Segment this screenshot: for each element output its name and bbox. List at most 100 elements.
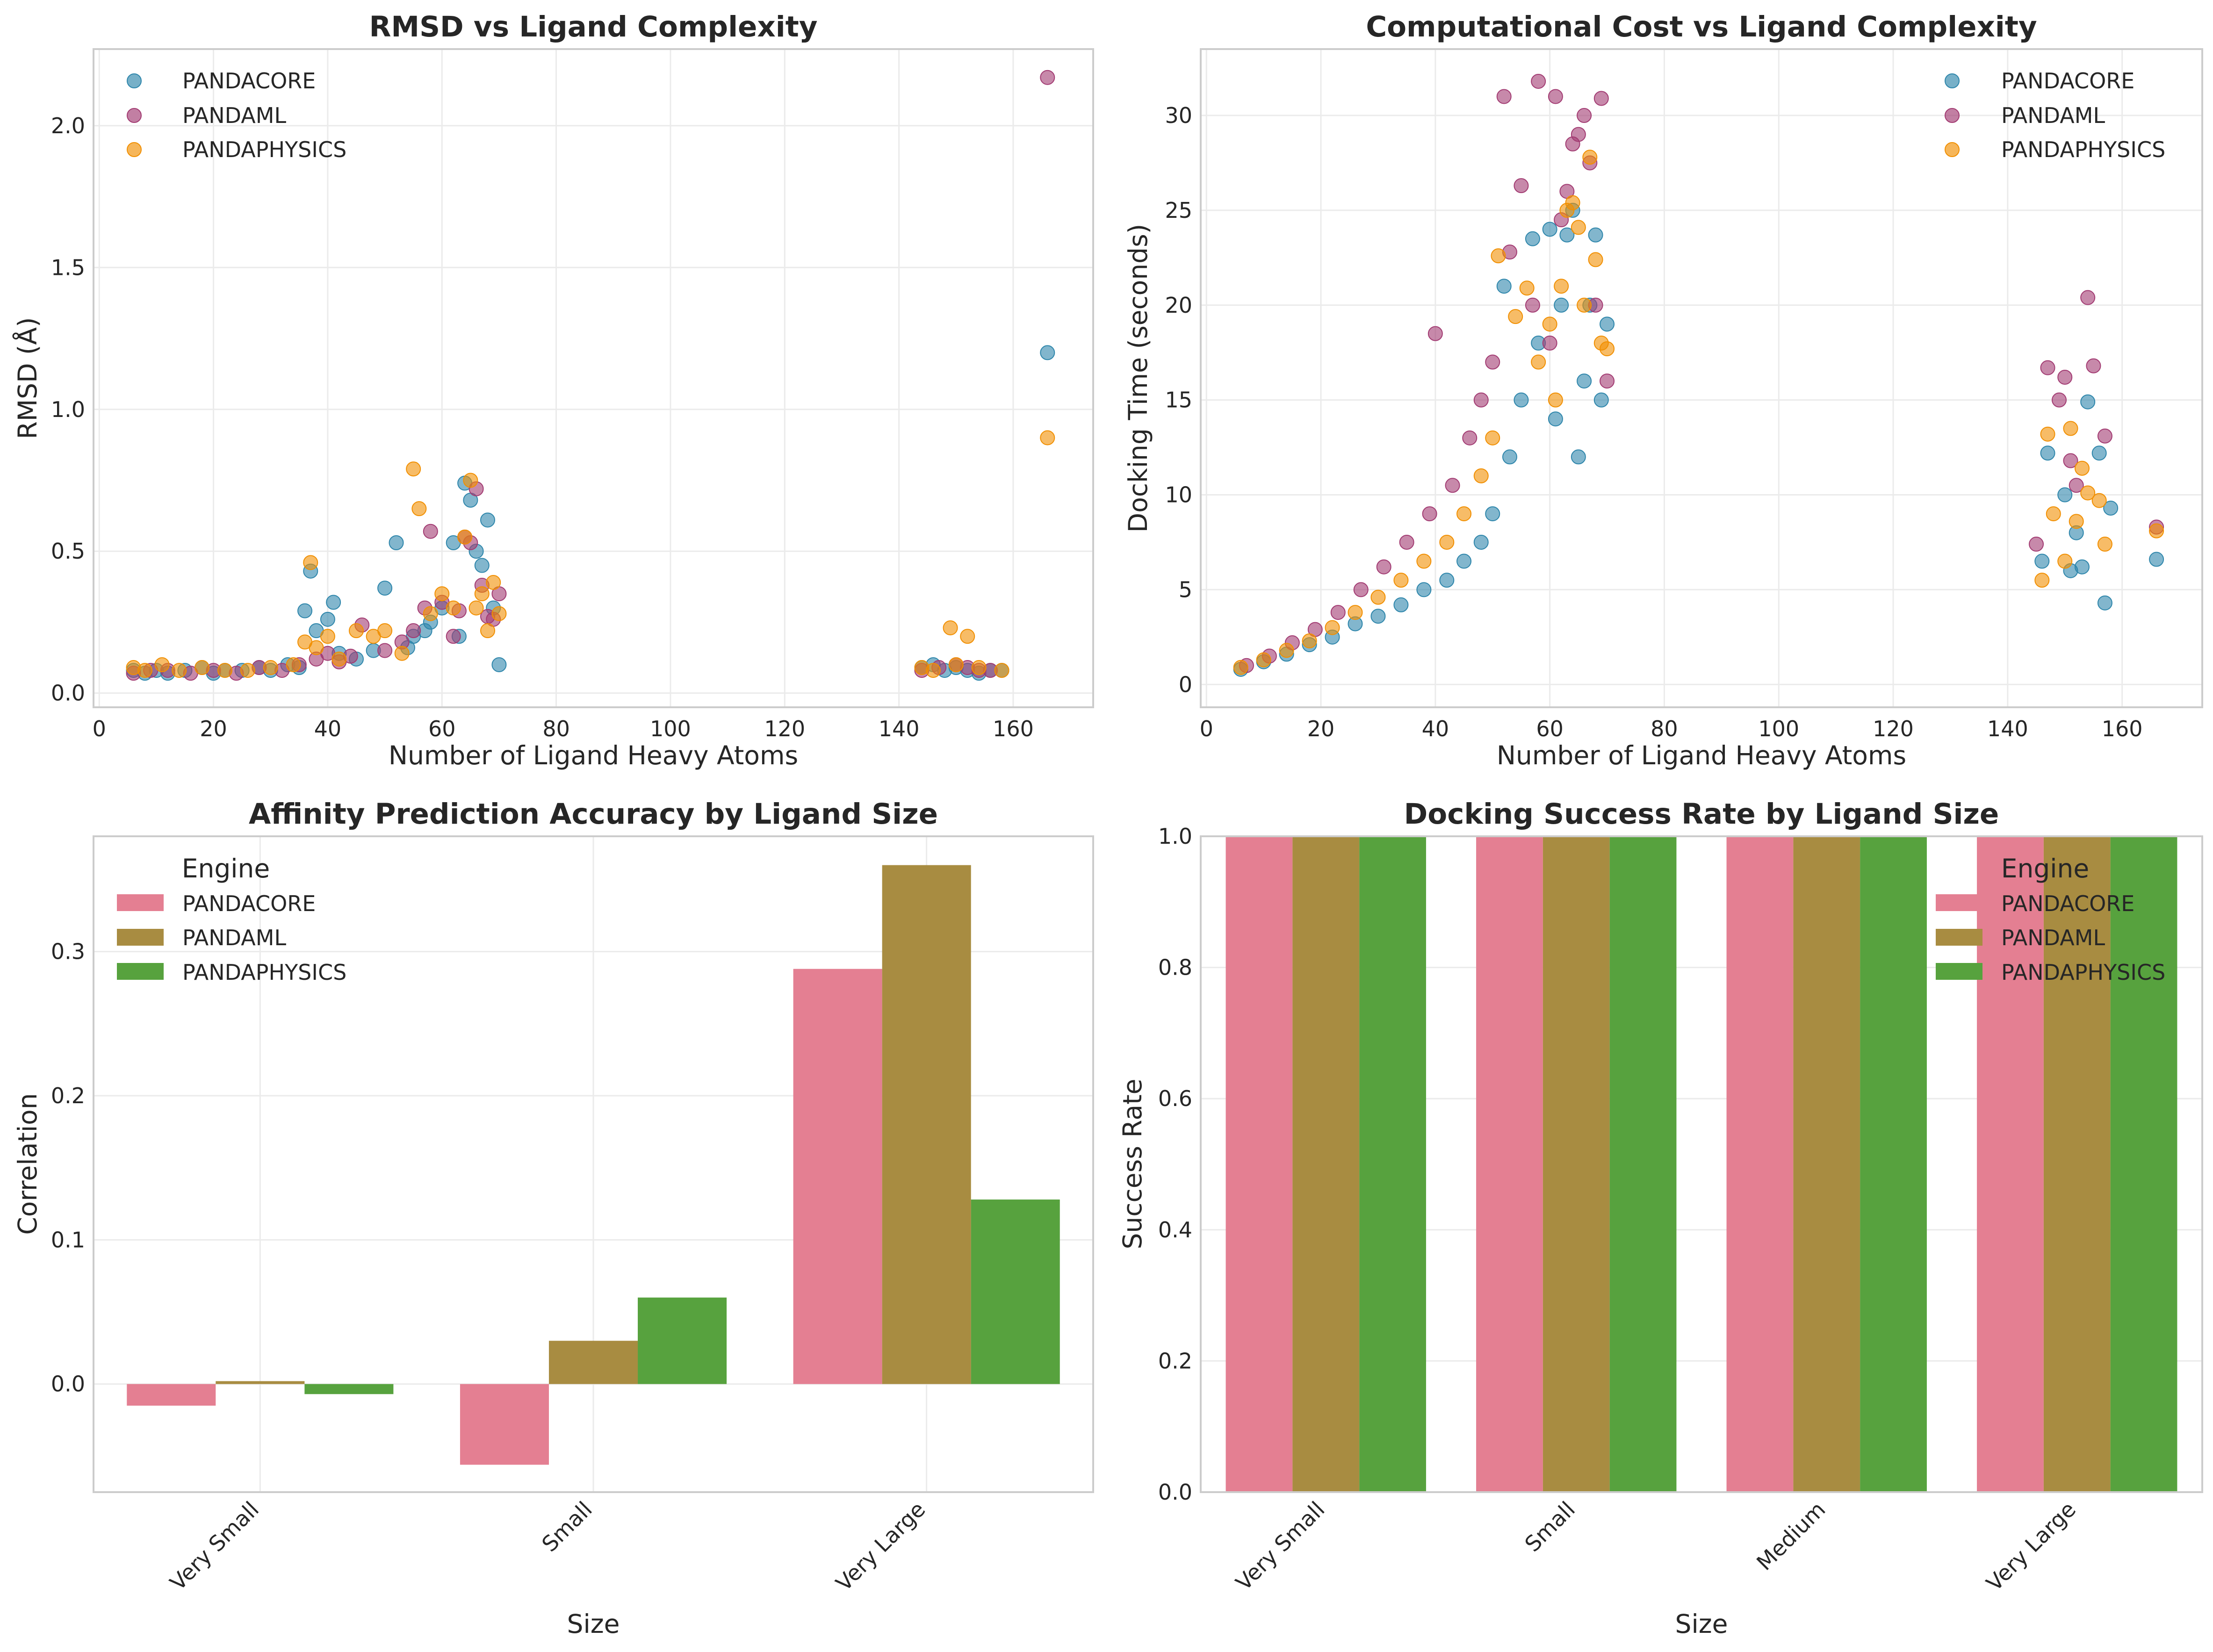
data-point bbox=[2029, 537, 2044, 552]
data-point bbox=[320, 611, 335, 627]
x-tick-label: 60 bbox=[1536, 716, 1564, 741]
series-pandaphysics bbox=[1359, 836, 2177, 1492]
data-point bbox=[1508, 309, 1523, 324]
x-tick-label: 20 bbox=[1307, 716, 1335, 741]
data-point bbox=[1571, 449, 1586, 465]
data-point bbox=[1542, 222, 1557, 237]
data-point bbox=[1600, 373, 1615, 389]
bar bbox=[638, 1297, 727, 1384]
data-point bbox=[1565, 195, 1580, 210]
series-pandacore bbox=[127, 969, 882, 1465]
bar bbox=[127, 1384, 216, 1406]
bar bbox=[216, 1381, 305, 1384]
series-pandacore bbox=[1225, 836, 2044, 1492]
y-tick-label: 0.8 bbox=[1158, 955, 1192, 980]
bar bbox=[971, 1199, 1060, 1384]
y-tick-label: 0.1 bbox=[51, 1227, 85, 1252]
data-point bbox=[137, 663, 152, 678]
y-tick-label: 15 bbox=[1165, 388, 1192, 413]
y-tick-label: 0.2 bbox=[51, 1083, 85, 1108]
data-point bbox=[263, 660, 278, 675]
data-point bbox=[2097, 537, 2112, 552]
legend-marker-pandaml bbox=[1945, 108, 1960, 123]
data-point bbox=[1233, 660, 1248, 675]
y-tick-label: 25 bbox=[1165, 198, 1192, 223]
y-tick-label: 2.0 bbox=[51, 113, 85, 138]
data-point bbox=[1473, 534, 1489, 550]
data-point bbox=[1439, 534, 1455, 550]
data-point bbox=[1376, 559, 1391, 575]
legend-marker-pandaml bbox=[127, 108, 142, 123]
data-point bbox=[1577, 108, 1592, 123]
data-point bbox=[1439, 573, 1455, 588]
legend-marker-pandacore bbox=[1945, 73, 1960, 88]
data-point bbox=[286, 657, 301, 672]
data-point bbox=[474, 586, 490, 602]
panel-title: Computational Cost vs Ligand Complexity bbox=[1366, 10, 2037, 43]
legend-label: PANDAML bbox=[2001, 925, 2105, 950]
x-tick-label: Very Small bbox=[1231, 1497, 1329, 1595]
data-point bbox=[1548, 392, 1563, 408]
plot-frame bbox=[1200, 835, 2203, 1493]
scatter-points bbox=[1233, 73, 2164, 677]
y-tick-label: 0.2 bbox=[1158, 1348, 1192, 1373]
data-point bbox=[474, 558, 490, 573]
data-point bbox=[1348, 605, 1363, 620]
data-point bbox=[1600, 316, 1615, 332]
data-point bbox=[491, 657, 507, 672]
data-point bbox=[1571, 220, 1586, 235]
legend-marker-pandaphysics bbox=[127, 142, 142, 157]
bar bbox=[1359, 836, 1426, 1492]
x-tick-label: 160 bbox=[2102, 716, 2143, 741]
data-point bbox=[491, 606, 507, 621]
series-pandaml bbox=[216, 865, 971, 1384]
data-point bbox=[240, 663, 255, 678]
legend-label: PANDAML bbox=[2001, 103, 2105, 128]
x-tick-label: 0 bbox=[1200, 716, 1213, 741]
data-point bbox=[1525, 231, 1540, 246]
data-point bbox=[960, 629, 975, 644]
bars bbox=[127, 865, 1060, 1465]
data-point bbox=[1582, 150, 1598, 165]
data-point bbox=[457, 529, 473, 545]
legend-marker-pandaphysics bbox=[1945, 142, 1960, 157]
bars bbox=[1225, 836, 2177, 1492]
data-point bbox=[948, 657, 964, 672]
data-point bbox=[446, 629, 461, 644]
data-point bbox=[1588, 252, 1603, 267]
data-point bbox=[2034, 573, 2050, 588]
bar bbox=[1977, 836, 2044, 1492]
x-tick-label: 160 bbox=[993, 716, 1034, 741]
data-point bbox=[480, 512, 495, 528]
x-tick-label: 140 bbox=[879, 716, 920, 741]
legend-swatch-pandaphysics bbox=[1936, 963, 1982, 980]
data-point bbox=[1554, 279, 1569, 294]
data-point bbox=[1040, 345, 1055, 360]
data-point bbox=[195, 660, 210, 675]
data-point bbox=[1593, 91, 1609, 106]
data-point bbox=[172, 663, 187, 678]
y-axis-label: RMSD (Å) bbox=[12, 317, 43, 439]
legend-swatch-pandacore bbox=[117, 894, 164, 911]
panel-title: RMSD vs Ligand Complexity bbox=[369, 10, 817, 43]
data-point bbox=[377, 581, 393, 596]
panel-success: Very Small Small Medium Very Large 0.00.20.… bbox=[1117, 797, 2203, 1639]
x-tick-label: 80 bbox=[542, 716, 570, 741]
legend-title: Engine bbox=[2001, 854, 2090, 883]
data-point bbox=[1302, 633, 1317, 648]
data-point bbox=[1491, 248, 1506, 264]
bar bbox=[548, 1341, 638, 1384]
x-tick-labels: 0 20 40 60 80 100 120 140 160 bbox=[93, 716, 1034, 741]
legend-label: PANDACORE bbox=[182, 891, 316, 916]
x-tick-label: Very Large bbox=[831, 1497, 930, 1596]
legend: Engine PANDACORE PANDAML PANDAPHYSICS bbox=[1936, 854, 2165, 985]
data-point bbox=[1531, 73, 1546, 89]
bar bbox=[2043, 836, 2111, 1492]
bar bbox=[1543, 836, 1610, 1492]
data-point bbox=[217, 663, 232, 678]
data-point bbox=[303, 555, 318, 570]
data-point bbox=[2149, 523, 2164, 539]
series-pandaml bbox=[1292, 836, 2111, 1492]
data-point bbox=[1473, 468, 1489, 483]
data-point bbox=[1040, 430, 1055, 445]
